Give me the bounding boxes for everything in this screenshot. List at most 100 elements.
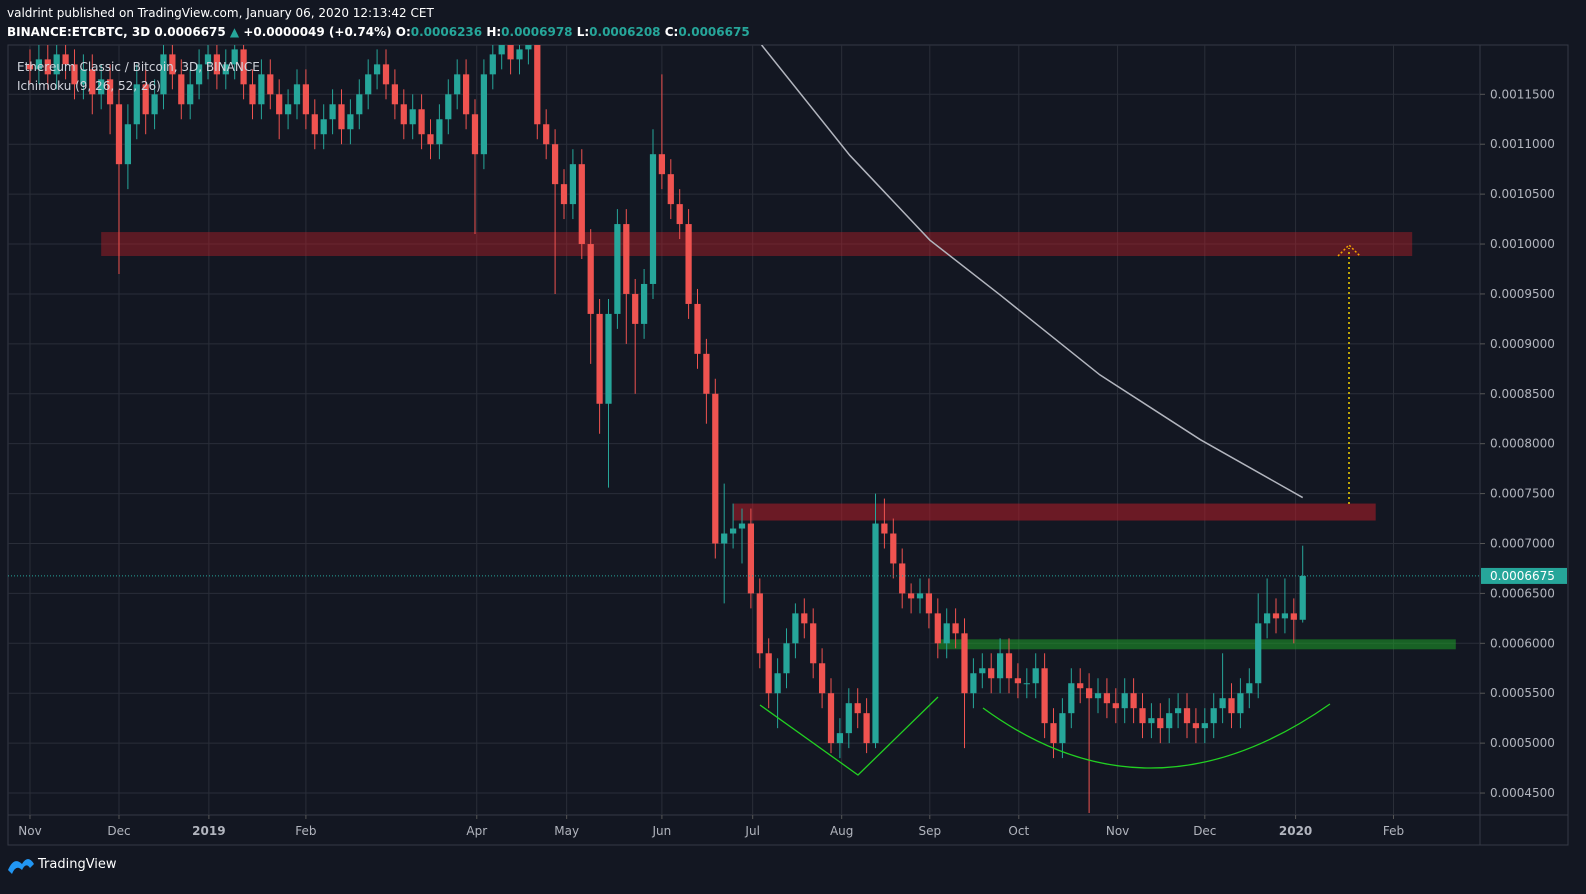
candle-body (204, 54, 212, 65)
candle-body (98, 79, 105, 95)
candle-body (320, 119, 327, 135)
candle-body (721, 533, 728, 544)
y-tick-label: 0.0008000 (1490, 437, 1555, 451)
x-tick-label: Apr (466, 824, 487, 838)
candle-body (649, 154, 657, 284)
candle-body (640, 283, 648, 324)
candle-body (979, 668, 986, 674)
x-tick-label: Nov (1106, 824, 1129, 838)
chart-title: Ethereum Classic / Bitcoin, 3D, BINANCE (17, 60, 260, 74)
candle-body (231, 49, 238, 65)
ohlc-value: 0.0006978 (501, 25, 573, 39)
candle-body (1148, 718, 1155, 724)
candle-body (498, 45, 505, 55)
candle-body (925, 593, 933, 614)
candle-body (1068, 683, 1075, 714)
ohlc-header: O:0.0006236 H:0.0006978 L:0.0006208 C:0.… (396, 25, 754, 39)
candle-body (418, 109, 425, 135)
candle-body (774, 673, 781, 694)
candle-body (187, 84, 194, 105)
candle-body (169, 54, 176, 75)
candle-body (1201, 723, 1208, 729)
candle-body (1094, 693, 1102, 699)
ohlc-value: 0.0006236 (410, 25, 483, 39)
x-tick-label: 2020 (1279, 824, 1312, 838)
candle-body (1219, 698, 1226, 709)
candle-body (765, 653, 772, 694)
candle-body (792, 613, 799, 644)
last-price-box (1481, 567, 1567, 584)
candle-body (284, 104, 292, 115)
candle-body (26, 64, 34, 70)
candle-body (632, 293, 639, 324)
candle-body (1166, 713, 1173, 729)
candle-body (462, 74, 470, 115)
x-tick-label: May (554, 824, 579, 838)
v-pattern (759, 696, 939, 776)
change: +0.0000049 (+0.74%) (243, 25, 392, 39)
candle-body (338, 104, 345, 130)
candle-body (391, 84, 399, 105)
candle-body (970, 673, 977, 694)
candle-body (703, 353, 710, 394)
candle-body (881, 523, 888, 534)
candle-body (516, 49, 523, 60)
candle-body (267, 74, 274, 95)
candle-body (1023, 683, 1030, 685)
candle-body (729, 528, 737, 534)
candle-body (783, 643, 790, 674)
y-tick-label: 0.0009500 (1490, 287, 1555, 301)
candle-body (872, 523, 879, 744)
candle-body (178, 74, 185, 105)
x-tick-label: Feb (295, 824, 316, 838)
candle-body (1059, 713, 1066, 744)
candle-body (62, 54, 69, 65)
candle-body (1139, 708, 1146, 724)
last-price-label: 0.0006675 (1490, 569, 1555, 583)
candle-body (801, 613, 808, 624)
candle-body (1121, 693, 1128, 709)
candle-body (525, 45, 532, 50)
candle-body (1237, 693, 1244, 714)
candle-body (347, 114, 354, 130)
candle-body (738, 523, 746, 529)
candle-body (302, 84, 310, 115)
ohlc-value: 0.0006675 (678, 25, 750, 39)
logo (8, 859, 34, 874)
ohlc-label: C: (664, 25, 679, 39)
candle-body (1130, 693, 1137, 709)
candle-body (1050, 723, 1057, 744)
candle-body (133, 84, 140, 125)
candle-body (489, 54, 496, 75)
candle-body (810, 623, 817, 664)
candle-body (587, 244, 594, 314)
candle-body (311, 114, 318, 135)
candle-body (44, 59, 51, 75)
ohlc-label: H: (486, 25, 502, 39)
candle-body (1210, 708, 1217, 724)
candle-body (961, 633, 968, 694)
candle-body (578, 164, 585, 245)
ohlc-label: O: (395, 25, 411, 39)
candle-body (899, 563, 906, 594)
candle-body (988, 668, 995, 679)
candle-body (1192, 723, 1200, 729)
candle-body (1290, 613, 1297, 620)
zone (938, 639, 1456, 650)
candle-body (543, 124, 550, 145)
candle-body (1005, 653, 1013, 679)
x-tick-label: Sep (918, 824, 941, 838)
candle-body (480, 74, 488, 155)
y-tick-label: 0.0010000 (1490, 237, 1555, 251)
candle-body (160, 54, 167, 95)
candle-body (1032, 668, 1039, 684)
x-tick-label: Nov (18, 824, 41, 838)
candle-body (445, 94, 452, 120)
y-tick-label: 0.0010500 (1490, 187, 1555, 201)
candle-body (35, 59, 42, 70)
candle-body (382, 64, 390, 85)
candle-body (213, 54, 221, 75)
candle-body (943, 623, 950, 644)
y-tick-label: 0.0005000 (1490, 736, 1555, 750)
